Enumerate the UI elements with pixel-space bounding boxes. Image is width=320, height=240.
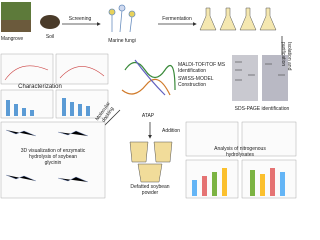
label: SDS-PAGE identification (235, 106, 290, 112)
graphical-abstract: Mangrove Soil Screening Marine fungi Fer… (0, 2, 297, 199)
label: hydrolysates (226, 152, 255, 158)
label: 3D visualization of enzymatic (21, 148, 86, 154)
bars (6, 98, 90, 116)
chart-panel (0, 53, 54, 85)
label: powder (142, 190, 159, 196)
label: Screening (69, 16, 92, 22)
label: glycinin (45, 160, 62, 166)
label: Addition (162, 128, 180, 134)
fungi-drawing (108, 4, 136, 33)
label: MALDI-TOF/TOF MS (178, 62, 226, 68)
docking-sketch (5, 129, 89, 183)
docking-panel (0, 121, 106, 199)
protein-structure (121, 59, 176, 96)
stacked-bars (192, 168, 285, 196)
curve (4, 65, 49, 81)
label: Soil (46, 34, 54, 40)
label: ATAP (142, 113, 155, 119)
label: Fermentation (162, 16, 192, 22)
chart-panel (185, 121, 239, 157)
label: SWISS-MODEL (178, 76, 214, 82)
label: hydrolysis of soybean (29, 154, 77, 160)
curve (59, 66, 105, 79)
gels (232, 55, 288, 101)
label: Construction (178, 82, 206, 88)
label: Mangrove (1, 36, 23, 42)
beakers (129, 141, 173, 183)
label: Identification (178, 68, 206, 74)
chart-panel (55, 53, 109, 85)
mangrove-ground (1, 20, 31, 32)
soil-photo (40, 15, 60, 29)
label: Isolation and (286, 42, 292, 71)
label: Characterization (18, 84, 62, 90)
flasks (199, 7, 277, 31)
label: Analysis of nitrogenous (214, 146, 266, 152)
label: Marine fungi (108, 38, 136, 44)
chart-panel (241, 121, 297, 157)
label: Defatted soybean (130, 184, 169, 190)
label: purification (280, 42, 286, 66)
